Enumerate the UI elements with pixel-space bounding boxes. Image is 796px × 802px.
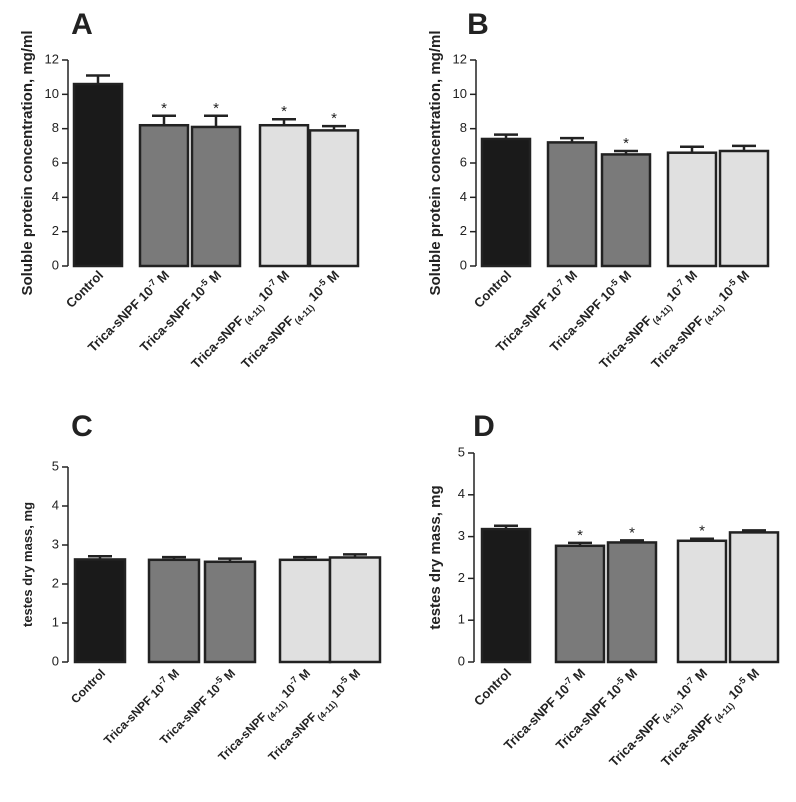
y-axis-label: testes dry mass, mg	[427, 485, 444, 629]
x-tick-label: Trica-sNPF(4-11) 10-5 M	[264, 665, 366, 767]
significance-marker: *	[623, 135, 629, 152]
y-tick-label: 12	[453, 51, 467, 66]
y-tick-label: 4	[458, 486, 465, 501]
y-tick-label: 2	[52, 575, 59, 590]
panel-letter: C	[71, 410, 93, 443]
y-tick-label: 0	[52, 653, 59, 668]
y-tick-label: 2	[52, 223, 59, 238]
panel-letter: D	[473, 410, 495, 443]
x-tick-label: Control	[68, 666, 108, 706]
significance-marker: *	[213, 100, 219, 117]
bar-4	[278, 558, 332, 664]
chart-panel-a: A Soluble protein concentration, mg/ml 0 2 4…	[19, 8, 360, 371]
bar-1	[480, 527, 532, 664]
bar-1	[73, 558, 127, 664]
y-tick-label: 4	[460, 189, 467, 204]
bar-2	[147, 558, 201, 664]
chart-panel-b: B Soluble protein concentration, mg/ml 0 2 4…	[427, 8, 770, 374]
bar-2	[138, 123, 190, 268]
significance-marker: *	[331, 110, 337, 127]
bar-1	[480, 137, 532, 268]
bar-4	[258, 123, 310, 268]
significance-marker: *	[161, 100, 167, 117]
panel-letter: A	[71, 8, 93, 41]
y-tick-label: 5	[52, 458, 59, 473]
bar-2	[546, 141, 598, 268]
y-tick-label: 0	[460, 257, 467, 272]
significance-marker: *	[629, 524, 635, 541]
significance-marker: *	[699, 523, 705, 540]
y-tick-label: 10	[453, 86, 467, 101]
y-axis-label: testes dry mass, mg	[20, 502, 35, 627]
y-axis-label: Soluble protein concentration, mg/ml	[19, 30, 36, 295]
y-tick-label: 10	[45, 86, 59, 101]
y-tick-label: 1	[52, 614, 59, 629]
significance-marker: *	[577, 527, 583, 544]
bar-5	[328, 556, 382, 664]
x-tick-label: Control	[471, 666, 514, 709]
bar-2	[554, 544, 606, 664]
bar-3	[190, 125, 242, 268]
y-tick-label: 2	[460, 223, 467, 238]
y-tick-label: 0	[52, 257, 59, 272]
y-tick-label: 5	[458, 444, 465, 459]
y-axis-label: Soluble protein concentration, mg/ml	[427, 30, 444, 295]
bar-3	[203, 560, 257, 664]
x-tick-label: Control	[471, 268, 514, 311]
bar-4	[676, 539, 728, 664]
bar-5	[308, 129, 360, 268]
y-tick-label: 4	[52, 497, 59, 512]
y-tick-label: 3	[52, 536, 59, 551]
x-tick-label: Trica-sNPF(4-11) 10-5 M	[647, 267, 754, 374]
y-tick-label: 4	[52, 189, 59, 204]
y-tick-label: 0	[458, 653, 465, 668]
bar-3	[606, 541, 658, 664]
bar-5	[728, 531, 780, 664]
bar-1	[72, 82, 124, 268]
y-tick-label: 8	[52, 120, 59, 135]
y-tick-label: 8	[460, 120, 467, 135]
x-tick-label: Trica-sNPF(4-11) 10-5 M	[657, 665, 764, 772]
bar-5	[718, 149, 770, 268]
y-tick-label: 2	[458, 570, 465, 585]
y-tick-label: 1	[458, 612, 465, 627]
x-tick-label: Control	[63, 268, 106, 311]
significance-marker: *	[281, 103, 287, 120]
bar-3	[600, 153, 652, 268]
y-tick-label: 3	[458, 528, 465, 543]
y-tick-label: 6	[460, 154, 467, 169]
panel-letter: B	[467, 8, 489, 41]
y-tick-label: 6	[52, 154, 59, 169]
y-tick-label: 12	[45, 51, 59, 66]
bar-4	[666, 151, 718, 268]
